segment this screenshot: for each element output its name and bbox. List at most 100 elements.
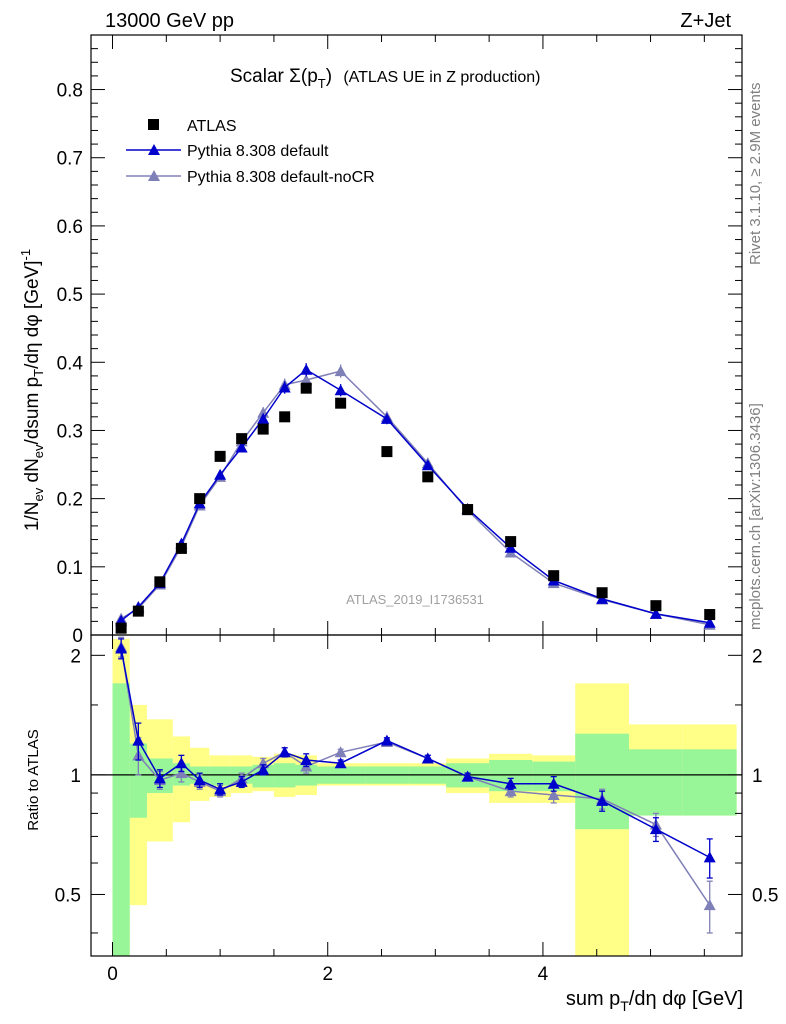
ratio-y-axis-label: Ratio to ATLAS (25, 729, 42, 830)
point-atlas (422, 471, 434, 483)
point-atlas (596, 587, 608, 599)
chart-title-rest: (ATLAS UE in Z production) (343, 69, 540, 86)
point-atlas (115, 622, 127, 634)
x-axis-label: sum pT/dη dφ [GeV] (566, 988, 743, 1014)
ratio-point-nocr (334, 746, 347, 758)
ratio-point-default (380, 734, 393, 746)
axis-ticks: 00.10.20.30.40.50.60.70.80 2 40.5 0.51 12 2 (55, 35, 778, 985)
ratio-tick-label-right: 2 (752, 646, 763, 667)
ratio-frame (90, 634, 743, 957)
point-atlas (175, 542, 187, 554)
legend-default-label: Pythia 8.308 default (187, 143, 329, 160)
point-default (257, 412, 270, 424)
ratio-tick-label-right: 0.5 (752, 885, 778, 906)
y-tick-label: 0.3 (57, 421, 83, 442)
y-tick-label: 0.6 (57, 217, 83, 238)
point-default (703, 616, 716, 628)
ratio-point-default (278, 746, 291, 758)
ratio-point-default (193, 774, 206, 786)
ratio-point-default (257, 763, 270, 775)
ratio-point-default (153, 772, 166, 784)
band-inner-bin (682, 749, 737, 816)
point-default (214, 468, 227, 480)
legend-nocr-marker (148, 170, 160, 181)
point-default (300, 363, 313, 375)
ratio-tick-label-right: 1 (752, 766, 763, 787)
point-nocr (334, 365, 347, 377)
point-atlas (650, 600, 662, 612)
chart-title-close: ) (326, 66, 332, 87)
band-inner-bin (575, 733, 630, 830)
chart-title-sub: T (318, 76, 326, 91)
point-atlas (505, 536, 517, 548)
y-axis-label: 1/Nev dNev/dsum pT/dη dφ [GeV]-1 (18, 249, 46, 531)
y-tick-label: 0.7 (57, 149, 83, 170)
y-tick-label: 0.4 (57, 353, 84, 374)
x-tick-label: 4 (538, 964, 549, 985)
ratio-point-nocr (547, 788, 560, 800)
y-tick-label: 0.2 (57, 490, 83, 511)
ratio-point-nocr (175, 767, 188, 779)
side-label-mcplots: mcplots.cern.ch [arXiv:1306.3436] (747, 403, 764, 630)
point-atlas (548, 570, 560, 582)
legend-atlas-label: ATLAS (187, 118, 237, 135)
point-atlas (132, 605, 144, 617)
ratio-tick-label: 2 (70, 646, 81, 667)
point-default (380, 412, 393, 424)
band-inner-bin (209, 766, 231, 786)
point-atlas (462, 504, 474, 516)
header-left: 13000 GeV pp (105, 10, 234, 32)
point-default (596, 592, 609, 604)
ratio-point-default (235, 775, 248, 787)
uncertainty-bands (91, 638, 742, 956)
point-default (649, 607, 662, 619)
ratio-point-default (115, 642, 128, 654)
ratio-point-default (461, 770, 474, 782)
point-atlas (279, 411, 291, 423)
point-atlas (381, 446, 393, 458)
point-atlas (300, 382, 312, 394)
header-right: Z+Jet (680, 10, 731, 32)
y-tick-label: 0.8 (57, 81, 83, 102)
ratio-point-default (132, 734, 145, 746)
ratio-point-default (175, 757, 188, 769)
point-default (421, 459, 434, 471)
watermark: ATLAS_2019_I1736531 (346, 592, 484, 607)
legend-atlas-marker (148, 119, 159, 130)
ratio-point-default (649, 823, 662, 835)
ratio-point-default (421, 752, 434, 764)
ratio-point-nocr (504, 785, 517, 797)
side-label-rivet: Rivet 3.1.10, ≥ 2.9M events (747, 83, 764, 266)
chart-title-main: Scalar Σ(p (230, 66, 318, 87)
legend-default-marker (148, 144, 160, 155)
legend: ATLAS Pythia 8.308 default Pythia 8.308 … (126, 118, 375, 186)
band-inner-bin (129, 743, 147, 818)
point-atlas (214, 450, 226, 462)
ratio-tick-label: 0.5 (55, 885, 81, 906)
band-inner-bin (252, 764, 274, 788)
ratio-point-default (547, 777, 560, 789)
point-nocr (300, 374, 313, 385)
y-tick-label: 0.5 (57, 285, 83, 306)
band-inner-bin (629, 749, 683, 816)
ratio-point-default (703, 851, 716, 863)
line-default (120, 368, 710, 624)
point-default (235, 441, 248, 453)
point-atlas (335, 397, 347, 409)
point-default (334, 384, 347, 396)
x-tick-label: 0 (107, 964, 118, 985)
ratio-tick-label: 1 (70, 766, 81, 787)
point-atlas (236, 433, 248, 445)
point-atlas (154, 576, 166, 588)
ratio-point-default (596, 794, 609, 806)
ratio-point-default (504, 777, 517, 789)
legend-nocr-label: Pythia 8.308 default-noCR (187, 169, 375, 186)
ratio-point-nocr (703, 899, 716, 911)
band-inner-bin (112, 683, 130, 956)
chart-title: Scalar Σ(pT) (ATLAS UE in Z production) (230, 66, 540, 91)
ratio-point-default (214, 783, 227, 795)
data-marks (115, 363, 716, 934)
y-tick-label: 0 (72, 626, 83, 647)
point-atlas (194, 493, 206, 505)
